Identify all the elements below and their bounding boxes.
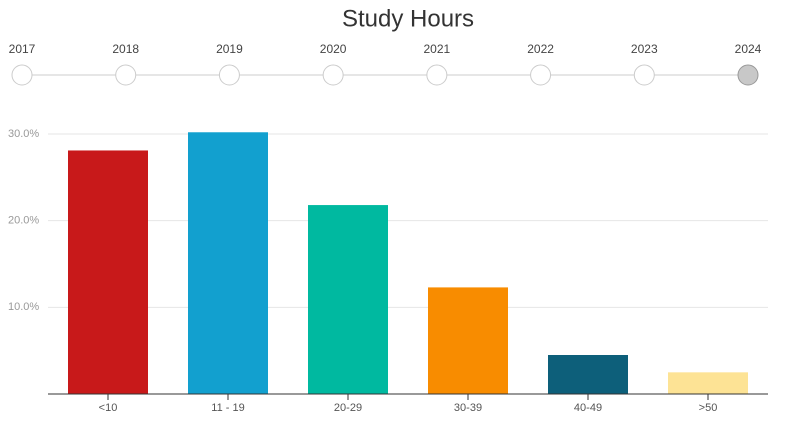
- bar: [548, 355, 628, 394]
- y-tick-label: 30.0%: [8, 128, 39, 140]
- x-tick-label: 20-29: [334, 402, 362, 414]
- year-label[interactable]: 2021: [424, 42, 451, 56]
- year-button[interactable]: [530, 64, 552, 86]
- year-button[interactable]: [633, 64, 655, 86]
- year-button[interactable]: [737, 64, 759, 86]
- year-label[interactable]: 2017: [9, 42, 36, 56]
- year-button[interactable]: [322, 64, 344, 86]
- y-tick-label: 10.0%: [8, 301, 39, 313]
- year-button[interactable]: [11, 64, 33, 86]
- x-tick-label: 30-39: [454, 402, 482, 414]
- bar: [68, 150, 148, 394]
- y-tick-label: 20.0%: [8, 215, 39, 227]
- x-tick-label: <10: [99, 402, 118, 414]
- x-tick-label: >50: [699, 402, 718, 414]
- year-button[interactable]: [426, 64, 448, 86]
- year-label[interactable]: 2022: [527, 42, 554, 56]
- year-button[interactable]: [218, 64, 240, 86]
- chart-title: Study Hours: [342, 5, 474, 32]
- year-label[interactable]: 2019: [216, 42, 243, 56]
- bar: [668, 372, 748, 394]
- x-tick-label: 11 - 19: [211, 402, 244, 414]
- bar: [428, 287, 508, 394]
- bar: [188, 132, 268, 394]
- year-label[interactable]: 2018: [112, 42, 139, 56]
- year-label[interactable]: 2023: [631, 42, 658, 56]
- year-label[interactable]: 2024: [735, 42, 762, 56]
- year-button[interactable]: [115, 64, 137, 86]
- year-label[interactable]: 2020: [320, 42, 347, 56]
- x-tick-label: 40-49: [574, 402, 602, 414]
- bar: [308, 205, 388, 394]
